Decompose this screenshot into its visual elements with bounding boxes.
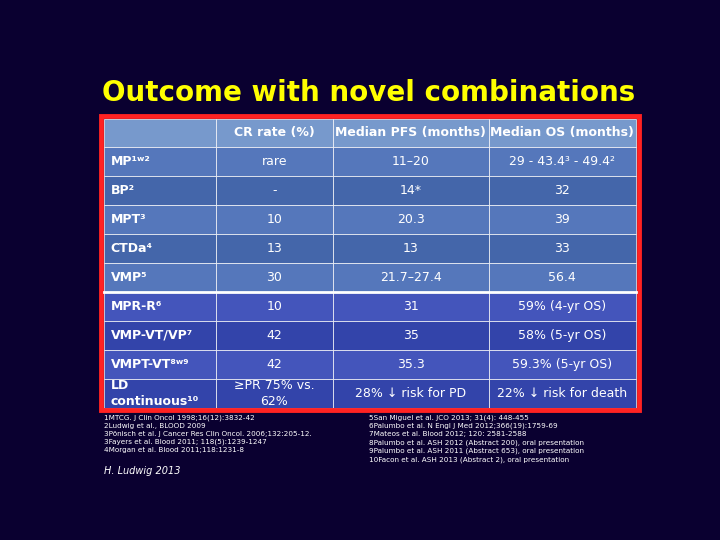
Bar	[104, 292, 215, 321]
Bar	[104, 205, 215, 234]
Text: VMP⁵: VMP⁵	[111, 271, 148, 284]
Bar	[333, 321, 489, 350]
Text: CR rate (%): CR rate (%)	[234, 126, 315, 139]
Text: rare: rare	[261, 155, 287, 168]
Text: 20.3: 20.3	[397, 213, 425, 226]
Bar	[215, 263, 333, 292]
Text: 13: 13	[403, 242, 419, 255]
Bar	[215, 379, 333, 408]
Text: 11–20: 11–20	[392, 155, 430, 168]
Bar	[333, 292, 489, 321]
Text: 30: 30	[266, 271, 282, 284]
Text: 42: 42	[266, 358, 282, 371]
Bar	[489, 205, 636, 234]
Bar	[104, 350, 215, 379]
Bar	[215, 119, 333, 147]
Bar	[489, 379, 636, 408]
Bar	[104, 147, 215, 176]
Bar	[104, 176, 215, 205]
Bar	[215, 147, 333, 176]
Bar	[215, 321, 333, 350]
Text: 1MTCG. J Clin Oncol 1998;16(12):3832-42
2Ludwig et al., BLOOD 2009
3Pönisch et a: 1MTCG. J Clin Oncol 1998;16(12):3832-42 …	[104, 414, 312, 453]
Bar	[333, 263, 489, 292]
Text: 35: 35	[403, 329, 419, 342]
Text: 10: 10	[266, 300, 282, 313]
Text: 10: 10	[266, 213, 282, 226]
Text: 35.3: 35.3	[397, 358, 425, 371]
Text: 59% (4-yr OS): 59% (4-yr OS)	[518, 300, 606, 313]
Text: MP¹ʷ²: MP¹ʷ²	[111, 155, 150, 168]
Bar	[489, 263, 636, 292]
Bar	[215, 234, 333, 263]
Text: 56.4: 56.4	[549, 271, 576, 284]
Text: 13: 13	[266, 242, 282, 255]
Bar	[215, 350, 333, 379]
Bar	[333, 176, 489, 205]
Bar	[333, 234, 489, 263]
Bar	[333, 350, 489, 379]
Text: VMP-VT/VP⁷: VMP-VT/VP⁷	[111, 329, 193, 342]
Bar	[215, 205, 333, 234]
Bar	[489, 119, 636, 147]
Text: ≥PR 75% vs.
62%: ≥PR 75% vs. 62%	[234, 379, 315, 408]
Text: LD
continuous¹⁰: LD continuous¹⁰	[111, 379, 199, 408]
Bar	[489, 292, 636, 321]
Text: Median OS (months): Median OS (months)	[490, 126, 634, 139]
Text: MPR-R⁶: MPR-R⁶	[111, 300, 162, 313]
Text: -: -	[272, 184, 276, 197]
Text: BP²: BP²	[111, 184, 135, 197]
Text: 21.7–27.4: 21.7–27.4	[380, 271, 442, 284]
Bar	[489, 321, 636, 350]
Text: 5San Miguel et al. JCO 2013; 31(4): 448-455
6Palumbo et al. N Engl J Med 2012;36: 5San Miguel et al. JCO 2013; 31(4): 448-…	[369, 414, 584, 463]
Bar	[104, 321, 215, 350]
Bar	[333, 119, 489, 147]
Bar	[104, 379, 215, 408]
Bar	[489, 234, 636, 263]
Text: 59.3% (5-yr OS): 59.3% (5-yr OS)	[513, 358, 613, 371]
Bar	[104, 119, 215, 147]
Bar	[489, 350, 636, 379]
Text: 33: 33	[554, 242, 570, 255]
Bar	[101, 116, 639, 410]
Bar	[104, 234, 215, 263]
Text: 28% ↓ risk for PD: 28% ↓ risk for PD	[355, 387, 467, 400]
Text: CTDa⁴: CTDa⁴	[111, 242, 153, 255]
Text: 14*: 14*	[400, 184, 422, 197]
Text: H. Ludwig 2013: H. Ludwig 2013	[104, 465, 181, 476]
Bar	[489, 147, 636, 176]
Text: 42: 42	[266, 329, 282, 342]
Bar	[489, 176, 636, 205]
Text: 39: 39	[554, 213, 570, 226]
Bar	[215, 292, 333, 321]
Text: Outcome with novel combinations: Outcome with novel combinations	[102, 79, 636, 107]
Bar	[333, 147, 489, 176]
Text: 31: 31	[403, 300, 419, 313]
Text: 58% (5-yr OS): 58% (5-yr OS)	[518, 329, 606, 342]
Bar	[215, 176, 333, 205]
Text: 29 - 43.4³ - 49.4²: 29 - 43.4³ - 49.4²	[509, 155, 616, 168]
Bar	[333, 205, 489, 234]
Text: 32: 32	[554, 184, 570, 197]
Text: Median PFS (months): Median PFS (months)	[336, 126, 486, 139]
Text: MPT³: MPT³	[111, 213, 146, 226]
Bar	[333, 379, 489, 408]
Text: 22% ↓ risk for death: 22% ↓ risk for death	[498, 387, 627, 400]
Bar	[104, 263, 215, 292]
Text: VMPT-VT⁸ʷ⁹: VMPT-VT⁸ʷ⁹	[111, 358, 189, 371]
